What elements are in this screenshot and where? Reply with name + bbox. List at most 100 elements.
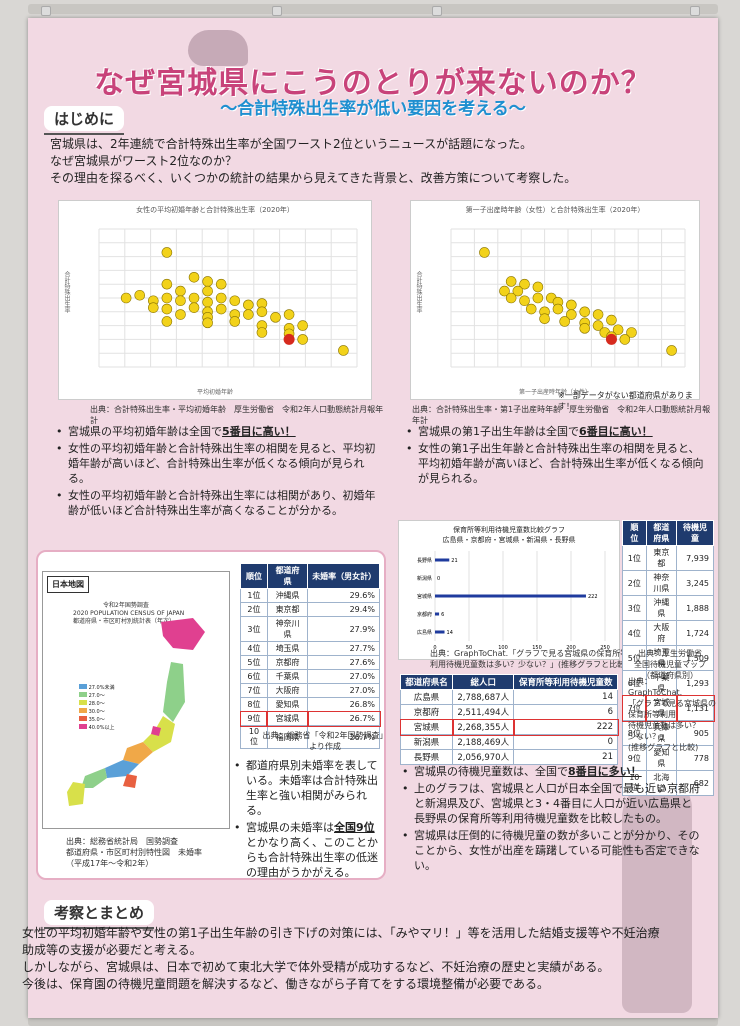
data-point xyxy=(532,281,544,293)
table-cell: 7,939 xyxy=(676,545,714,571)
table-cell: 福岡県 xyxy=(266,725,309,749)
japan-shape xyxy=(67,618,205,806)
table-row: 7位 大阪府 27.0% xyxy=(240,683,380,698)
pin xyxy=(432,6,442,16)
data-point xyxy=(559,316,570,327)
bullets-age: 宮城県の平均初婚年齢は全国で5番目に高い！ 女性の平均初婚年齢と合計特殊出生率の… xyxy=(56,424,386,520)
table-cell: 6 xyxy=(513,704,618,720)
table-cell: 14 xyxy=(513,689,618,705)
table-cell: 宮城県 xyxy=(399,718,454,736)
data-point xyxy=(256,306,268,318)
data-point xyxy=(202,285,213,297)
poster-title: なぜ宮城県にこうのとりが来ないのか？ xyxy=(94,66,652,101)
data-point xyxy=(579,323,591,334)
table-row: 3位 神奈川県 27.9% xyxy=(240,616,380,642)
data-label: 0 xyxy=(437,576,440,582)
bullet-item: 女性の第1子出生年齢と合計特殊出生率の相関を見ると、平均初婚年齢が高いほど、合計… xyxy=(406,441,706,486)
bullet-item: 宮城県の第1子出生年齢は全国で6番目に高い！ xyxy=(406,424,706,439)
table-cell: 2,056,970人 xyxy=(452,749,515,765)
table-row: 4位 埼玉県 27.7% xyxy=(240,641,380,656)
table-cell: 宮城県 xyxy=(645,694,678,722)
legend-swatch xyxy=(79,684,87,689)
top-rod xyxy=(28,4,718,14)
conclusion-heading: 考察とまとめ xyxy=(44,900,155,929)
table-cell: 1位 xyxy=(240,588,268,603)
population-table: 都道府県名 総人口 保育所等利用待機児童数 広島県 2,788,687人 14 京都府 2,… xyxy=(399,674,619,765)
data-point xyxy=(338,345,349,356)
table-cell: 5位 xyxy=(240,655,268,670)
table-cell: 222 xyxy=(512,718,619,736)
table-cell: 千葉県 xyxy=(266,669,309,684)
data-label: 14 xyxy=(447,630,453,636)
table-row: 1位 東京都 7,939 xyxy=(622,545,714,571)
side-source: 出典： GraphToChat. 「グラフで見る宮城県の 保育所等利用 待機児童… xyxy=(628,677,716,752)
data-point xyxy=(612,324,624,336)
data-point xyxy=(243,299,254,311)
table-row: 5位 京都府 27.6% xyxy=(240,655,380,670)
table-row: 宮城県 2,268,355人 222 xyxy=(399,718,619,736)
legend-swatch xyxy=(79,708,87,713)
table-cell: 1,293 xyxy=(676,670,714,696)
data-point xyxy=(161,303,173,315)
bar-chart-title: 保育所等利用待機児童数比較グラフ xyxy=(453,526,565,534)
map-legend: 27.0%未満 27.0〜 28.0〜 30.0〜 35.0〜 40.0%以上 xyxy=(79,684,114,732)
table-cell: 4位 xyxy=(240,641,268,656)
data-point xyxy=(666,345,677,356)
legend-swatch xyxy=(79,692,87,697)
pin xyxy=(690,6,700,16)
data-point xyxy=(619,334,631,345)
bullet-item: 宮城県の待機児童数は、全国で8番目に多い！ xyxy=(402,764,702,779)
data-point xyxy=(592,320,604,331)
pin xyxy=(272,6,282,16)
data-point xyxy=(505,292,517,304)
data-point xyxy=(202,276,213,287)
y-axis-label: 合計特殊出生率 xyxy=(415,271,422,313)
tick-label: 100 xyxy=(498,645,508,651)
conclusion-text: 女性の平均初婚年齢や女性の第1子出生年齢の引き下げの対策には、「みやマリ！」等を… xyxy=(22,925,667,993)
data-point xyxy=(229,316,241,327)
table-cell: 2位 xyxy=(622,570,647,596)
data-point xyxy=(297,320,308,331)
bullet-item: 女性の平均初婚年齢と合計特殊出生率には相関があり、初婚年齢が低いほど合計特殊出生… xyxy=(56,488,386,518)
data-point xyxy=(539,313,550,324)
data-point xyxy=(499,285,510,297)
legend-swatch xyxy=(79,700,87,705)
table-cell: 27.6% xyxy=(307,655,380,670)
table-cell: 26.8% xyxy=(307,697,380,712)
table-cell: 大阪府 xyxy=(645,620,678,646)
bar xyxy=(435,612,440,616)
bar-plot: 0 50 100 150 200 250 長野県 21 新潟県 0 宮城県 222 京都府 6 広島県 14 xyxy=(417,551,610,651)
table-cell: 7位 xyxy=(621,694,648,722)
table-cell: 大阪府 xyxy=(266,683,309,698)
table-cell: 2位 xyxy=(240,602,268,617)
data-point xyxy=(215,303,227,315)
table-row: 7位 宮城県 1,131 xyxy=(621,694,715,722)
table-cell: 沖縄県 xyxy=(645,595,678,621)
intro-heading: はじめに xyxy=(44,106,125,135)
chart1-source: 出典：合計特殊出生率・平均初婚年齢 厚生労働省 令和2年人口動態統計月報年計 xyxy=(90,405,384,425)
data-point xyxy=(297,334,308,345)
category-label: 宮城県 xyxy=(417,593,432,600)
highlight-point-miyagi xyxy=(283,333,295,345)
data-label: 222 xyxy=(588,594,598,600)
data-point xyxy=(270,312,281,323)
legend-swatch xyxy=(79,724,87,729)
scatter-chart-1: 女性の平均初婚年齢と合計特殊出生率（2020年） 平均初婚年齢 合計特殊出生率 xyxy=(58,200,372,400)
tick-label: 200 xyxy=(566,645,576,651)
table-cell: 27.9% xyxy=(307,616,380,642)
table-cell: 27.0% xyxy=(307,683,380,698)
data-point xyxy=(188,271,200,283)
intro-line: 宮城県は、2年連続で合計特殊出生率が全国ワースト2位というニュースが話題になった… xyxy=(50,137,533,151)
bullets-first-child: 宮城県の第1子出生年齢は全国で6番目に高い！ 女性の第1子出生年齢と合計特殊出生… xyxy=(406,424,706,488)
table-cell: 兵庫県 xyxy=(645,720,678,746)
bullet-item: 宮城県は圧倒的に待機児童の数が多いことが分かり、そのことから、女性が出産を躊躇し… xyxy=(402,828,702,873)
data-point xyxy=(579,306,591,318)
table-cell: 10位 xyxy=(240,725,268,749)
chart2-source: 出典：合計特殊出生率・第1子出産時年齢 厚生労働省 令和2年人口動態統計月報年計 xyxy=(412,405,711,425)
table-cell: 3位 xyxy=(240,616,268,642)
chart2-note: ※一部データがない都道府県があります！ xyxy=(558,391,693,411)
data-point xyxy=(479,247,490,258)
map-title: 日本地図 xyxy=(47,576,89,593)
data-point xyxy=(202,296,213,308)
table-cell: 27.0% xyxy=(307,669,380,684)
